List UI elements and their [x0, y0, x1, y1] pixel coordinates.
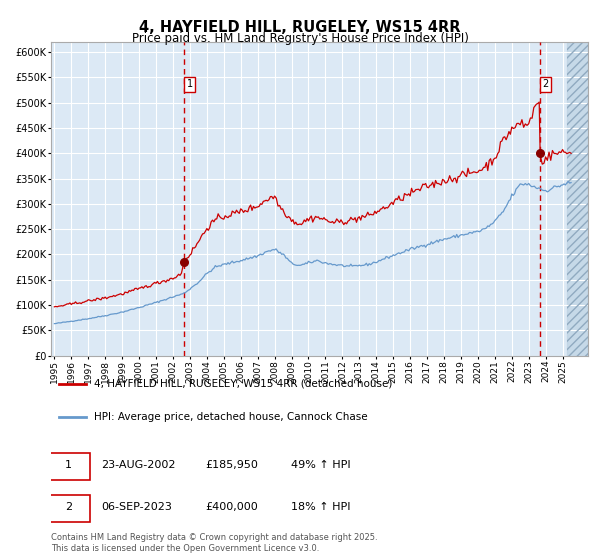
Text: 2: 2: [65, 502, 72, 512]
Text: 18% ↑ HPI: 18% ↑ HPI: [291, 502, 350, 512]
FancyBboxPatch shape: [47, 494, 89, 522]
Bar: [567, 42, 588, 356]
Text: 49% ↑ HPI: 49% ↑ HPI: [291, 460, 350, 470]
Bar: [567, 42, 588, 356]
Text: 2: 2: [543, 80, 549, 90]
Text: 1: 1: [187, 80, 193, 90]
Text: £400,000: £400,000: [206, 502, 259, 512]
Text: 1: 1: [65, 460, 72, 470]
FancyBboxPatch shape: [47, 452, 89, 480]
Text: HPI: Average price, detached house, Cannock Chase: HPI: Average price, detached house, Cann…: [94, 412, 367, 422]
Text: 4, HAYFIELD HILL, RUGELEY, WS15 4RR (detached house): 4, HAYFIELD HILL, RUGELEY, WS15 4RR (det…: [94, 379, 392, 389]
Text: Price paid vs. HM Land Registry's House Price Index (HPI): Price paid vs. HM Land Registry's House …: [131, 32, 469, 45]
Text: Contains HM Land Registry data © Crown copyright and database right 2025.
This d: Contains HM Land Registry data © Crown c…: [51, 533, 377, 553]
Text: £185,950: £185,950: [206, 460, 259, 470]
Text: 4, HAYFIELD HILL, RUGELEY, WS15 4RR: 4, HAYFIELD HILL, RUGELEY, WS15 4RR: [139, 20, 461, 35]
Text: 06-SEP-2023: 06-SEP-2023: [101, 502, 172, 512]
Text: 23-AUG-2002: 23-AUG-2002: [101, 460, 176, 470]
